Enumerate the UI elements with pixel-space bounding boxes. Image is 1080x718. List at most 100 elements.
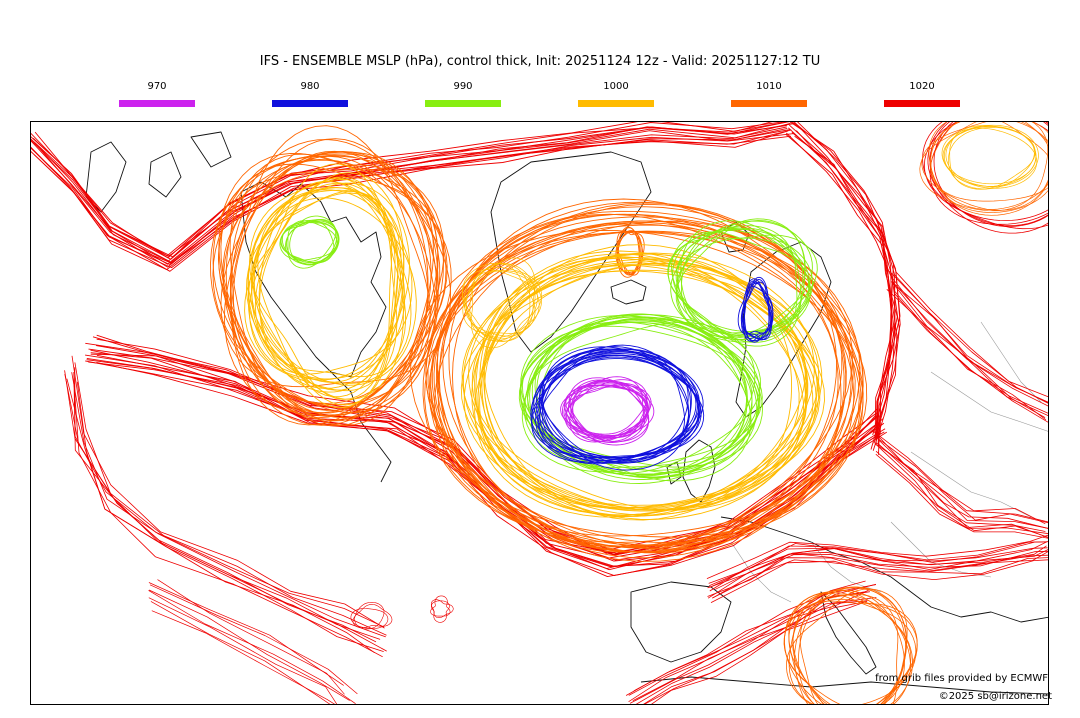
legend-label: 1020 <box>909 81 935 92</box>
isobar-1020-contour <box>922 122 1048 222</box>
isobar-1000-contour <box>949 125 1036 190</box>
isobar-1000-contour <box>477 262 820 509</box>
isobar-1000-contour <box>470 266 542 349</box>
isobar-1020-band <box>873 431 1046 525</box>
isobar-990-contour <box>680 220 810 336</box>
legend-item-1000: 1000 <box>576 80 656 107</box>
isobar-1010-contour <box>425 231 854 553</box>
isobar-1000-contour <box>475 257 825 516</box>
isobar-1020-band <box>635 597 877 704</box>
isobar-1010-contour <box>233 138 439 405</box>
isobar-1020-band <box>629 589 869 704</box>
isobar-1000-contour <box>483 269 806 521</box>
border-line <box>910 451 1032 518</box>
isobar-1020-band <box>893 273 1048 404</box>
coastline-europe <box>720 516 1048 623</box>
isobar-1020-contour <box>430 599 454 618</box>
isobar-990-contour <box>667 234 818 335</box>
isobar-1020-contour <box>927 122 1048 226</box>
isobar-990-contour <box>518 321 751 474</box>
isobar-990-contour <box>531 316 761 477</box>
isobar-1000-contour <box>484 253 808 516</box>
isobar-1020-band <box>709 547 1048 587</box>
isobar-970-contour <box>563 382 648 442</box>
isobar-990-contour <box>280 218 337 262</box>
isobar-1020-band <box>644 601 867 704</box>
isobar-1020-band <box>148 582 344 686</box>
isobar-1020-band <box>651 600 868 704</box>
isobar-1020-band <box>628 591 867 703</box>
isobar-1010-contour <box>798 586 908 704</box>
coastline-italy <box>820 591 877 675</box>
isobar-1010-contour <box>919 122 1048 212</box>
isobar-1010-contour <box>433 220 847 562</box>
isobar-980-contour <box>538 344 685 464</box>
isobar-1020-band <box>706 534 1048 579</box>
isobar-1010-contour <box>428 203 862 538</box>
isobar-1010-contour <box>921 122 1048 211</box>
chart-title: IFS - ENSEMBLE MSLP (hPa), control thick… <box>259 54 821 69</box>
isobar-1020-contour <box>352 604 393 629</box>
isobar-1020-band <box>875 453 1048 539</box>
isobar-1020-band <box>710 559 1048 603</box>
isobar-map <box>31 122 1048 704</box>
isobar-1000-contour <box>461 258 809 511</box>
isobar-1010-contour <box>229 153 452 414</box>
isobar-990-contour <box>289 215 338 266</box>
isobar-1020-band <box>88 361 885 568</box>
isobar-1020-band <box>157 579 345 695</box>
isobar-1020-band <box>894 291 1048 414</box>
isobar-1010-contour <box>448 213 860 549</box>
isobar-1020-contour <box>933 122 1048 227</box>
isobar-1020-band <box>85 354 879 561</box>
isobar-1020-band <box>896 272 1048 398</box>
legend-swatch <box>578 100 654 107</box>
isobar-1020-band <box>34 126 787 263</box>
isobar-1010-contour <box>792 587 907 704</box>
legend-swatch <box>272 100 348 107</box>
isobar-990-contour <box>286 220 340 265</box>
isobar-1020-band <box>877 445 1046 532</box>
isobar-1020-band <box>643 600 868 704</box>
isobar-1020-band <box>148 597 338 704</box>
isobar-1020-contour <box>430 595 451 617</box>
isobar-1000-contour <box>466 263 536 338</box>
isobar-1000-contour <box>463 252 808 506</box>
isobar-1020-band <box>791 132 896 444</box>
isobar-1010-contour <box>225 139 429 421</box>
isobar-1010-contour <box>442 201 845 554</box>
isobar-1010-contour <box>788 592 917 704</box>
isobar-1000-contour <box>464 270 538 342</box>
isobar-990-contour <box>281 222 340 264</box>
isobar-1020-band <box>785 134 898 455</box>
legend-label: 1000 <box>603 81 629 92</box>
coastlines <box>85 131 1048 695</box>
isobar-1010-contour <box>785 588 908 704</box>
border-line <box>980 321 1042 403</box>
isobar-1010-contour <box>230 155 429 417</box>
isobar-1020-band <box>31 129 792 272</box>
isobar-1010-contour <box>430 231 839 549</box>
isobar-1010-contour <box>788 590 912 704</box>
isobar-980-contour <box>740 279 773 341</box>
isobar-1020-band <box>877 439 1048 529</box>
isobar-1020-band <box>875 436 1048 524</box>
legend-swatch <box>884 100 960 107</box>
isobar-1020-band <box>876 442 1048 529</box>
isobar-980-contour <box>531 354 702 463</box>
legend-item-970: 970 <box>117 80 197 107</box>
isobar-1020-band <box>151 610 335 704</box>
isobar-1020-band <box>794 135 900 450</box>
copyright-notice: ©2025 sb@irizone.net <box>938 691 1052 702</box>
isobar-1020-band <box>149 584 358 695</box>
legend-item-990: 990 <box>423 80 503 107</box>
legend-item-980: 980 <box>270 80 350 107</box>
coastline-africa <box>640 676 1048 695</box>
isobar-1020-band <box>709 541 1048 588</box>
isobar-1000-contour <box>462 263 536 334</box>
isobar-1020-band <box>878 443 1048 538</box>
coastline-baffin <box>240 181 387 378</box>
isobar-1020-band <box>64 370 377 643</box>
legend-label: 970 <box>147 81 167 92</box>
legend-item-1020: 1020 <box>882 80 962 107</box>
